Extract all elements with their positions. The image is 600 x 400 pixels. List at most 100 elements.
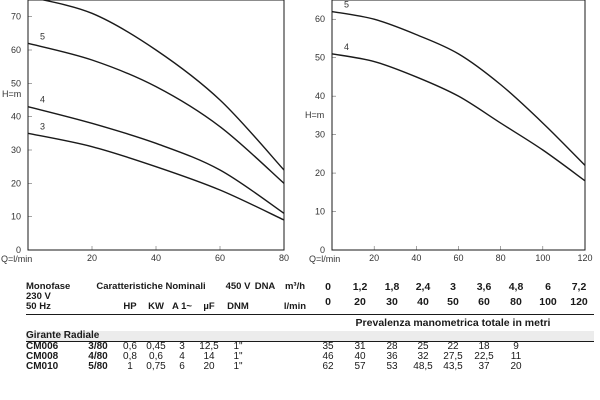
flow-lmin: 0 — [325, 296, 331, 308]
x-tick-label: 120 — [577, 253, 592, 263]
stages-value: 4/80 — [88, 351, 108, 362]
amp-value: 4 — [179, 351, 185, 362]
model-code: CM006 — [26, 341, 59, 352]
x-tick-label: 40 — [411, 253, 421, 263]
uf-value: 20 — [203, 361, 215, 372]
flow-m3h: 1,8 — [384, 281, 400, 293]
pump-curve-stages-4 — [27, 105, 285, 214]
y-tick-label: 50 — [315, 53, 325, 63]
flow-lmin: 50 — [447, 296, 459, 308]
curve-label: 3 — [40, 121, 45, 131]
flow-m3h: 3,6 — [476, 281, 492, 293]
x-tick-label: 60 — [453, 253, 463, 263]
x-axis-label: Q=l/min — [309, 254, 340, 264]
flow-lmin: 80 — [510, 296, 522, 308]
hp-value: 0,6 — [123, 341, 137, 352]
y-tick-label: 70 — [11, 12, 21, 22]
y-tick-label: 20 — [11, 178, 21, 188]
hp-value: 0,8 — [123, 351, 137, 362]
y-tick-label: 20 — [315, 168, 325, 178]
head-value: 18 — [478, 341, 490, 352]
flow-lmin: 30 — [386, 296, 398, 308]
amp-label: A 1~ — [172, 301, 192, 312]
kw-value: 0,45 — [146, 341, 166, 352]
head-value — [532, 352, 564, 362]
dna-label: DNA — [254, 281, 276, 292]
kw-value: 0,75 — [146, 361, 166, 372]
prevalenza-label: Prevalenza manometrica totale in metri — [355, 317, 551, 329]
flow-m3h: 1,2 — [352, 281, 368, 293]
y-tick-label: 50 — [11, 78, 21, 88]
model-row: CM010 5/80 1 0,75 6 20 1" 62 57 53 48,5 43,5 37 20 — [26, 362, 594, 372]
section-row: Girante Radiale — [26, 331, 594, 342]
v450-label: 450 V — [225, 281, 251, 292]
plot-frame — [331, 0, 586, 251]
head-value — [564, 342, 594, 353]
y-tick-label: 60 — [315, 14, 325, 24]
pump-curve-stages-6 — [39, 0, 285, 171]
model-row: CM008 4/80 0,8 0,6 4 14 1" 46 40 36 32 27,5 22,5 11 — [26, 352, 594, 362]
x-axis-label: Q=l/min — [1, 254, 32, 264]
dna-value: 1" — [233, 361, 243, 372]
y-axis-label: H=m — [2, 89, 21, 99]
curve-label: 4 — [344, 42, 349, 52]
x-tick-label: 80 — [496, 253, 506, 263]
y-tick-label: 0 — [16, 245, 21, 255]
header-row-1: Monofase Caratteristiche Nominali 450 V … — [26, 281, 594, 293]
pump-curve-stages-5 — [331, 10, 586, 166]
pump-curve-stages-5 — [27, 42, 285, 184]
monofase-label: Monofase — [26, 281, 71, 292]
head-value: 31 — [354, 341, 366, 352]
flow-lmin: 100 — [539, 296, 557, 308]
dna-value: 1" — [233, 351, 243, 362]
y-tick-label: 60 — [11, 45, 21, 55]
head-value: 36 — [386, 351, 398, 362]
flow-lmin: 120 — [570, 296, 588, 308]
hp-value: 1 — [127, 361, 133, 372]
head-value: 43,5 — [443, 361, 463, 372]
head-value: 57 — [354, 361, 366, 372]
flow-lmin: 60 — [478, 296, 490, 308]
curve-label: 5 — [40, 31, 45, 41]
y-tick-label: 40 — [315, 91, 325, 101]
uf-value: 14 — [203, 351, 215, 362]
hz50-label: 50 Hz — [26, 301, 51, 312]
head-value: 11 — [510, 351, 522, 362]
head-value: 22 — [447, 341, 459, 352]
header-row-3: 50 Hz HP KW A 1~ µF DNM l/min — [26, 302, 594, 312]
pump-curve-stages-3 — [27, 132, 285, 221]
section-label: Girante Radiale — [26, 331, 594, 342]
amp-value: 6 — [179, 361, 185, 372]
m3h-label: m³/h — [284, 281, 306, 292]
flow-m3h: 3 — [450, 281, 456, 293]
flow-m3h: 0 — [325, 281, 331, 293]
x-tick-label: 40 — [151, 253, 161, 263]
stages-value: 3/80 — [88, 341, 108, 352]
head-value — [564, 352, 594, 362]
kw-value: 0,6 — [149, 351, 163, 362]
head-value: 35 — [322, 341, 334, 352]
flow-lmin: 20 — [354, 296, 366, 308]
y-tick-label: 0 — [320, 245, 325, 255]
flow-m3h: 4,8 — [508, 281, 524, 293]
flow-m3h: 7,2 — [571, 281, 587, 293]
head-value: 62 — [322, 361, 334, 372]
y-tick-label: 10 — [315, 207, 325, 217]
model-row: CM006 3/80 0,6 0,45 3 12,5 1" 35 31 28 25 22 18 9 — [26, 342, 594, 353]
head-value — [564, 362, 594, 372]
y-tick-label: 30 — [315, 130, 325, 140]
amp-value: 3 — [179, 341, 185, 352]
head-value: 27,5 — [443, 351, 463, 362]
y-axis-label: H=m — [305, 110, 324, 120]
header-row-2: 230 V 0 20 30 40 50 60 80 100 120 — [26, 292, 594, 308]
x-tick-label: 100 — [535, 253, 550, 263]
head-value: 46 — [322, 351, 334, 362]
y-tick-label: 10 — [11, 212, 21, 222]
dna-value: 1" — [233, 341, 243, 352]
uf-value: 12,5 — [199, 341, 219, 352]
kw-label: KW — [148, 301, 164, 312]
head-value: 48,5 — [413, 361, 433, 372]
x-tick-label: 20 — [87, 253, 97, 263]
head-value: 53 — [386, 361, 398, 372]
